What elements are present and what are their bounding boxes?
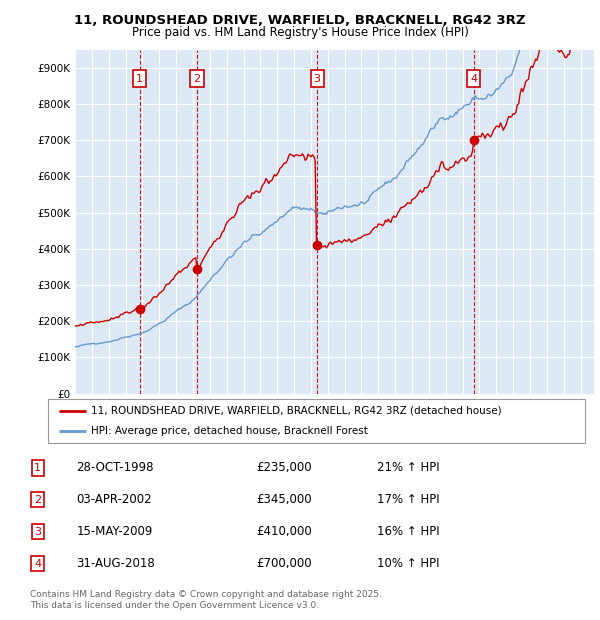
Text: 31-AUG-2018: 31-AUG-2018 [76, 557, 155, 570]
Text: £235,000: £235,000 [256, 461, 311, 474]
Text: 1: 1 [136, 74, 143, 84]
Text: 4: 4 [34, 559, 41, 569]
Text: £700,000: £700,000 [256, 557, 311, 570]
Text: 16% ↑ HPI: 16% ↑ HPI [377, 525, 440, 538]
Text: Contains HM Land Registry data © Crown copyright and database right 2025.
This d: Contains HM Land Registry data © Crown c… [30, 590, 382, 609]
Text: £345,000: £345,000 [256, 494, 311, 506]
Text: 11, ROUNDSHEAD DRIVE, WARFIELD, BRACKNELL, RG42 3RZ: 11, ROUNDSHEAD DRIVE, WARFIELD, BRACKNEL… [74, 14, 526, 27]
Text: 21% ↑ HPI: 21% ↑ HPI [377, 461, 440, 474]
Text: HPI: Average price, detached house, Bracknell Forest: HPI: Average price, detached house, Brac… [91, 426, 368, 436]
Text: 4: 4 [470, 74, 477, 84]
Text: 17% ↑ HPI: 17% ↑ HPI [377, 494, 440, 506]
Text: 1: 1 [34, 463, 41, 472]
Text: 3: 3 [34, 527, 41, 537]
Text: 03-APR-2002: 03-APR-2002 [76, 494, 152, 506]
Text: Price paid vs. HM Land Registry's House Price Index (HPI): Price paid vs. HM Land Registry's House … [131, 26, 469, 39]
Text: 15-MAY-2009: 15-MAY-2009 [76, 525, 153, 538]
Text: 11, ROUNDSHEAD DRIVE, WARFIELD, BRACKNELL, RG42 3RZ (detached house): 11, ROUNDSHEAD DRIVE, WARFIELD, BRACKNEL… [91, 405, 502, 416]
Text: 3: 3 [314, 74, 320, 84]
Text: 2: 2 [34, 495, 41, 505]
Text: £410,000: £410,000 [256, 525, 311, 538]
Text: 10% ↑ HPI: 10% ↑ HPI [377, 557, 440, 570]
Text: 28-OCT-1998: 28-OCT-1998 [76, 461, 154, 474]
Text: 2: 2 [194, 74, 201, 84]
